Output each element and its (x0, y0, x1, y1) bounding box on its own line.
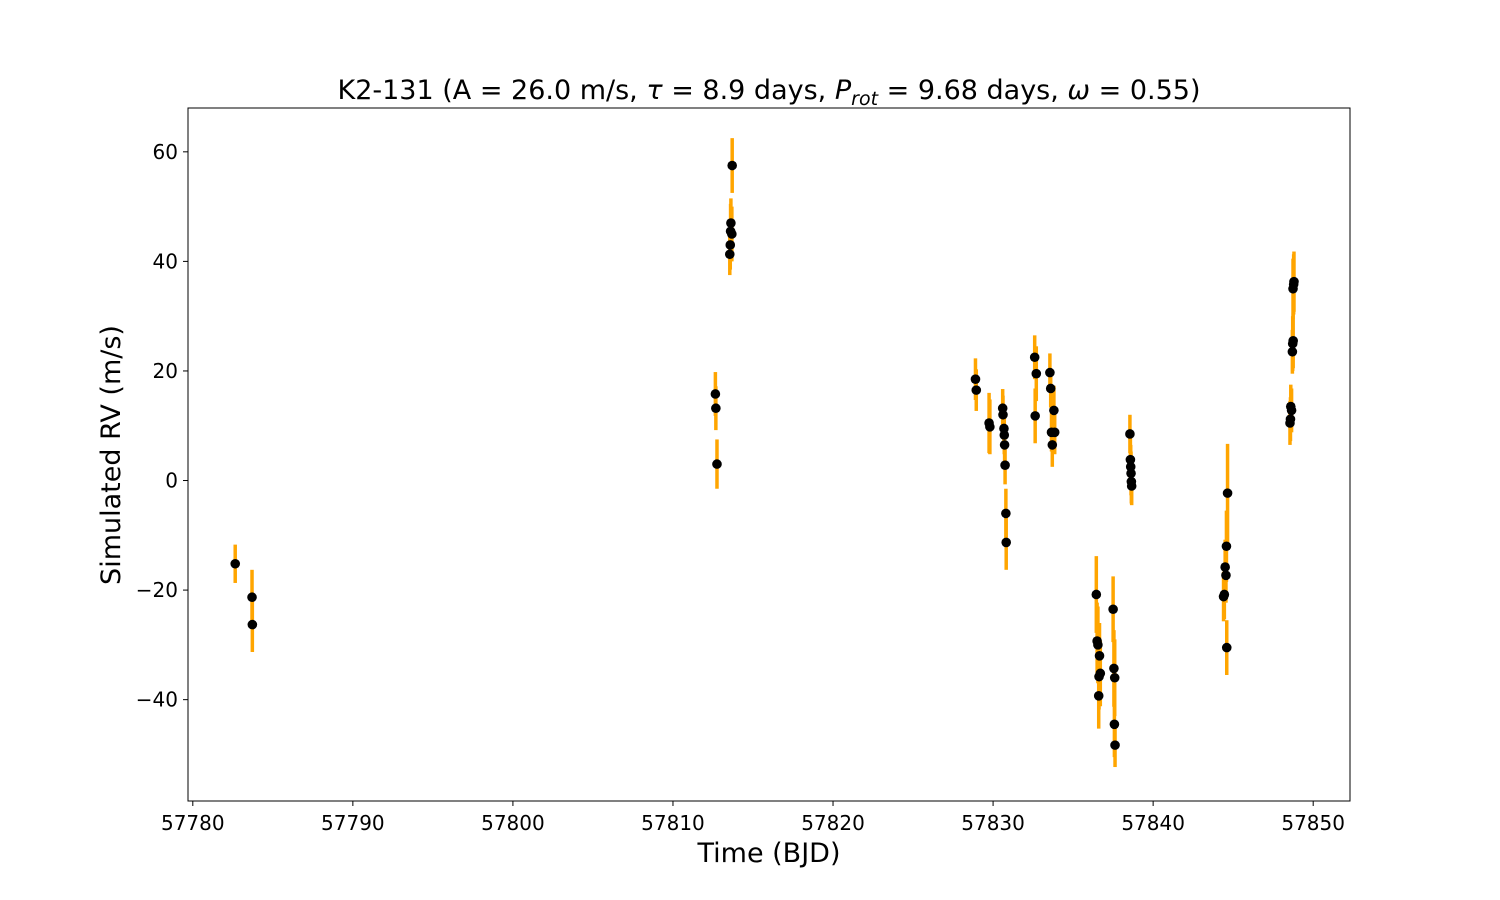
title-tau-symbol: τ (646, 75, 663, 106)
data-point-25 (1030, 411, 1040, 421)
data-point-33 (1091, 589, 1102, 600)
data-point-42 (1109, 672, 1120, 683)
y-tick-label: 20 (153, 359, 178, 383)
title-tau-text: = 8.9 days, (663, 75, 835, 106)
data-point-52 (1219, 589, 1230, 600)
data-point-48 (1126, 468, 1136, 479)
data-point-67 (1289, 276, 1299, 287)
data-point-15 (985, 422, 995, 432)
y-tick-label: 40 (153, 249, 178, 273)
y-tick-label: −40 (136, 688, 178, 712)
data-point-22 (1001, 508, 1011, 519)
data-point-9 (726, 218, 736, 228)
data-point-62 (1287, 346, 1298, 357)
title-prot-base: P (835, 75, 852, 106)
data-point-38 (1094, 651, 1105, 661)
data-point-7 (725, 240, 736, 250)
data-point-21 (1000, 460, 1010, 470)
x-tick-label: 57830 (961, 811, 1025, 835)
data-point-55 (1221, 541, 1232, 552)
data-point-54 (1221, 570, 1231, 581)
x-tick-label: 57850 (1281, 811, 1345, 835)
data-point-61 (1286, 405, 1297, 416)
data-point-3 (710, 389, 721, 399)
data-point-32 (1049, 427, 1060, 438)
data-point-12 (970, 374, 981, 384)
data-point-53 (1220, 562, 1230, 572)
data-point-27 (1045, 367, 1055, 378)
x-axis-ticks: 57780 57790 57800 57810 57820 57830 57840 57850 (161, 801, 1345, 835)
data-point-23 (1001, 537, 1012, 548)
data-point-41 (1109, 663, 1119, 674)
y-axis-label: Simulated RV (m/s) (96, 325, 127, 585)
y-tick-label: 0 (165, 469, 178, 493)
data-point-30 (1047, 440, 1058, 450)
title-omega-symbol: ω (1067, 75, 1090, 106)
title-prefix: K2-131 (A = 26.0 m/s, (337, 75, 646, 106)
y-axis-ticks: −40 −20 0 20 40 60 (136, 140, 188, 712)
plot-frame (187, 107, 1351, 802)
data-point-36 (1093, 691, 1104, 701)
data-point-50 (1126, 481, 1137, 491)
data-point-35 (1093, 640, 1103, 650)
plot-marks (230, 138, 1299, 768)
x-tick-label: 57790 (321, 811, 385, 835)
data-point-39 (1095, 668, 1106, 679)
data-point-64 (1288, 336, 1298, 346)
data-point-17 (998, 409, 1008, 420)
data-point-31 (1049, 405, 1059, 416)
chart-title: K2-131 (A = 26.0 m/s, τ = 8.9 days, Prot… (337, 75, 1200, 110)
data-point-24 (1029, 352, 1040, 363)
data-point-45 (1125, 429, 1135, 439)
x-tick-label: 57820 (801, 811, 865, 835)
data-point-13 (971, 385, 982, 395)
x-tick-label: 57800 (481, 811, 545, 835)
data-point-10 (727, 229, 737, 239)
data-point-46 (1125, 454, 1136, 465)
data-point-56 (1221, 642, 1232, 653)
data-point-6 (724, 249, 735, 260)
y-tick-label: −20 (136, 578, 178, 602)
x-tick-label: 57840 (1121, 811, 1185, 835)
x-tick-label: 57810 (641, 811, 705, 835)
data-point-26 (1031, 368, 1042, 379)
data-point-44 (1110, 740, 1120, 750)
data-point-2 (247, 619, 258, 630)
x-tick-label: 57780 (161, 811, 225, 835)
data-point-19 (999, 430, 1010, 440)
data-point-20 (999, 440, 1010, 450)
data-point-40 (1108, 604, 1118, 615)
data-point-5 (712, 459, 722, 469)
title-suffix: = 0.55) (1090, 75, 1200, 106)
data-point-59 (1285, 414, 1296, 424)
data-point-4 (711, 403, 721, 414)
title-prot-sub: rot (851, 88, 879, 110)
x-axis-label: Time (BJD) (696, 838, 840, 869)
data-point-43 (1109, 719, 1120, 730)
data-point-28 (1045, 383, 1056, 394)
data-point-11 (727, 160, 737, 171)
data-point-1 (247, 592, 257, 603)
title-prot-text: = 9.68 days, (878, 75, 1067, 106)
data-point-0 (230, 558, 241, 569)
y-tick-label: 60 (153, 140, 178, 164)
data-point-57 (1222, 488, 1233, 498)
